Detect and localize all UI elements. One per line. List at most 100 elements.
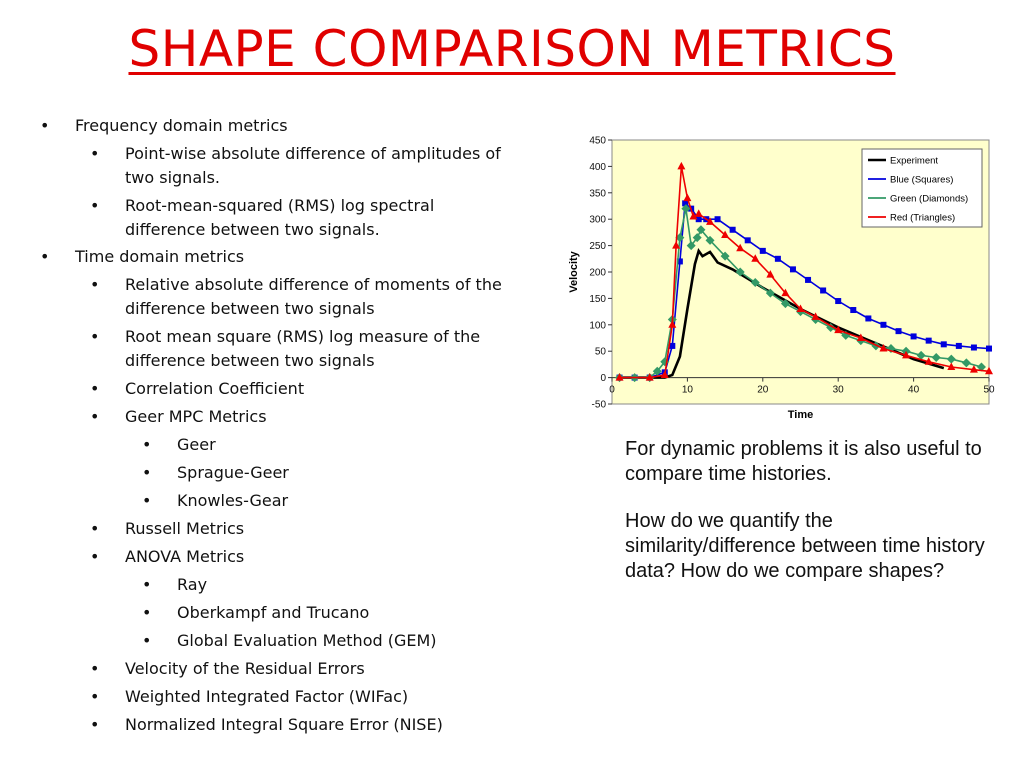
data-point-2 <box>675 233 685 243</box>
bullet-icon: • <box>90 547 100 566</box>
bullet-icon: • <box>90 196 100 215</box>
bullet-icon: • <box>90 275 100 294</box>
data-point-1 <box>774 255 781 262</box>
list-item-text: Ray <box>177 575 208 594</box>
data-point-1 <box>880 321 887 328</box>
bullet-icon: • <box>142 435 152 454</box>
list-item: • Russell Metrics <box>90 517 245 540</box>
side-paragraph-2: How do we quantify the similarity/differ… <box>625 510 985 582</box>
list-item: • Sprague-Geer <box>142 461 289 484</box>
data-point-3 <box>766 270 775 278</box>
bullet-icon: • <box>90 327 100 346</box>
data-point-1 <box>986 345 992 352</box>
data-point-3 <box>672 241 681 249</box>
bullet-icon: • <box>90 715 100 734</box>
bullet-icon: • <box>90 407 100 426</box>
bullet-icon: • <box>142 463 152 482</box>
list-item: • Root mean square (RMS) log measure of t… <box>90 325 481 348</box>
data-point-3 <box>689 212 698 220</box>
bullet-icon: • <box>90 519 100 538</box>
list-item: • Time domain metrics <box>40 245 245 268</box>
bullet-icon: • <box>142 631 152 650</box>
list-item-text: Knowles-Gear <box>177 491 289 510</box>
list-item-text: Oberkampf and Trucano <box>177 603 370 622</box>
data-point-3 <box>683 193 692 202</box>
list-item-text: Global Evaluation Method (GEM) <box>177 631 437 650</box>
data-point-3 <box>985 366 993 375</box>
list-item-text: Root mean square (RMS) log measure of th… <box>125 327 481 346</box>
legend-label: Green (Diamonds) <box>890 194 968 205</box>
data-point-2 <box>692 233 702 243</box>
data-point-3 <box>736 243 745 252</box>
data-point-2 <box>841 330 851 340</box>
data-point-1 <box>850 307 857 314</box>
list-item: • Geer MPC Metrics <box>90 405 267 428</box>
y-axis-label: Velocity <box>568 250 580 292</box>
page-title-text: SHAPE COMPARISON METRICS <box>128 20 896 78</box>
data-point-1 <box>940 341 947 348</box>
list-item-continuation: difference between two signals <box>125 297 375 320</box>
list-item-text: Geer <box>177 435 216 454</box>
list-item-text: Time domain metrics <box>75 247 245 266</box>
list-item-text: Point-wise absolute difference of amplit… <box>125 144 501 163</box>
bullet-icon: • <box>90 687 100 706</box>
velocity-chart: -50 0 50 100 150 200 250 300 350 400 450 0 10 20 30 40 5… <box>565 132 1005 427</box>
data-point-2 <box>735 267 745 277</box>
bullet-icon: • <box>90 144 100 163</box>
data-point-3 <box>706 217 715 225</box>
list-item: • Frequency domain metrics <box>40 114 288 137</box>
list-item-text: Velocity of the Residual Errors <box>125 659 365 678</box>
data-point-2 <box>976 362 986 372</box>
data-point-1 <box>729 226 736 233</box>
data-point-3 <box>856 333 865 341</box>
data-point-1 <box>865 315 872 322</box>
data-point-1 <box>759 247 766 254</box>
bullet-icon: • <box>90 659 100 678</box>
bullet-icon: • <box>142 603 152 622</box>
data-point-2 <box>946 354 956 364</box>
list-item-text: Geer MPC Metrics <box>125 407 267 426</box>
series-line-0 <box>619 247 945 379</box>
data-point-2 <box>705 235 715 245</box>
list-item-text: difference between two signals. <box>125 220 380 239</box>
list-item-text: Russell Metrics <box>125 519 245 538</box>
side-paragraph-1: For dynamic problems it is also useful t… <box>625 438 982 485</box>
bullet-icon: • <box>90 379 100 398</box>
y-tick-label: -50 <box>592 400 607 411</box>
list-item: • Weighted Integrated Factor (WIFac) <box>90 685 408 708</box>
data-point-3 <box>781 288 790 297</box>
list-item-text: Sprague-Geer <box>177 463 289 482</box>
bullet-icon: • <box>142 491 152 510</box>
list-item: • Point-wise absolute difference of ampli… <box>90 142 501 165</box>
data-point-1 <box>744 237 751 244</box>
bullet-icon: • <box>142 575 152 594</box>
bullet-icon: • <box>40 247 50 266</box>
data-point-1 <box>835 298 842 305</box>
data-point-1 <box>820 287 827 294</box>
y-tick-label: 150 <box>589 294 606 305</box>
data-point-2 <box>652 366 662 376</box>
list-item-text: Correlation Coefficient <box>125 379 305 398</box>
x-tick-label: 0 <box>609 385 615 396</box>
y-tick-label: 0 <box>600 373 606 384</box>
data-point-3 <box>834 325 843 334</box>
list-item: • Geer <box>142 433 216 456</box>
x-tick-label: 50 <box>983 385 995 396</box>
list-item-text: Normalized Integral Square Error (NISE) <box>125 715 443 734</box>
data-point-2 <box>686 241 696 251</box>
data-point-3 <box>721 230 730 239</box>
x-axis-label: Time <box>788 409 813 421</box>
list-item: • Normalized Integral Square Error (NISE) <box>90 713 443 736</box>
data-point-1 <box>955 342 962 349</box>
list-item: • Correlation Coefficient <box>90 377 305 400</box>
x-tick-label: 20 <box>757 385 769 396</box>
list-item: • Velocity of the Residual Errors <box>90 657 365 680</box>
data-point-3 <box>796 304 805 312</box>
legend-box <box>861 148 983 228</box>
data-point-3 <box>677 161 686 170</box>
y-tick-label: 100 <box>589 320 606 331</box>
y-tick-label: 400 <box>589 162 606 173</box>
list-item: • ANOVA Metrics <box>90 545 244 568</box>
list-item: • Knowles-Gear <box>142 489 289 512</box>
